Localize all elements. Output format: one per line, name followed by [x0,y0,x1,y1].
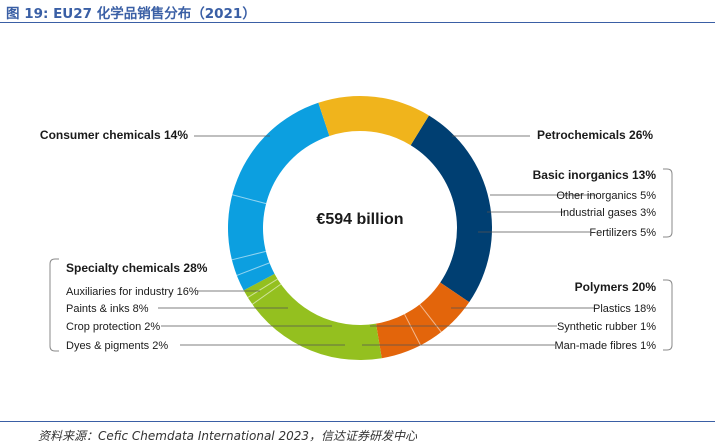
title-rule [0,22,715,23]
subsegment-divider [404,313,422,346]
slice-consumer-chemicals [318,96,429,146]
sub-label-synthetic-rubber: Synthetic rubber 1% [557,321,656,333]
sub-label-industrial-gases: Industrial gases 3% [560,207,656,219]
group-label-specialty-chemicals: Specialty chemicals 28% [66,261,208,275]
subsegment-divider [247,278,278,298]
source-note: 资料来源：Cefic Chemdata International 2023，信… [38,429,417,443]
bracket-polymers [663,279,673,351]
slice-polymers [243,273,382,361]
group-label-polymers: Polymers 20% [575,280,657,294]
subsegment-divider [232,194,267,205]
sub-label-auxiliaries-for-industry: Auxiliaries for industry 16% [66,286,199,298]
subsegment-divider [252,283,282,305]
slice-basic-inorganics [375,282,470,359]
center-total-label: €594 billion [316,211,403,228]
subsegment-divider [419,304,442,333]
sub-label-paints-and-inks: Paints & inks 8% [66,303,149,315]
footer-rule [0,421,715,422]
subsegment-divider [236,262,270,276]
figure-title: 图 19: EU27 化学品销售分布（2021） [6,6,256,22]
sub-label-crop-protection: Crop protection 2% [66,321,160,333]
slice-specialty-chemicals [227,102,330,291]
sub-label-other-inorganics: Other inorganics 5% [556,190,656,202]
sub-label-plastics: Plastics 18% [593,303,656,315]
sub-label-dyes-and-pigments: Dyes & pigments 2% [66,340,168,352]
group-label-petrochemicals: Petrochemicals 26% [537,128,653,142]
group-label-basic-inorganics: Basic inorganics 13% [533,168,657,182]
group-label-consumer-chemicals: Consumer chemicals 14% [40,128,188,142]
sub-label-man-made-fibres: Man-made fibres 1% [555,340,657,352]
subsegment-divider [231,250,266,261]
slice-petrochemicals [410,115,493,303]
sub-label-fertilizers: Fertilizers 5% [589,227,656,239]
bracket-specialty-chemicals [49,258,59,352]
bracket-basic-inorganics [663,168,673,238]
